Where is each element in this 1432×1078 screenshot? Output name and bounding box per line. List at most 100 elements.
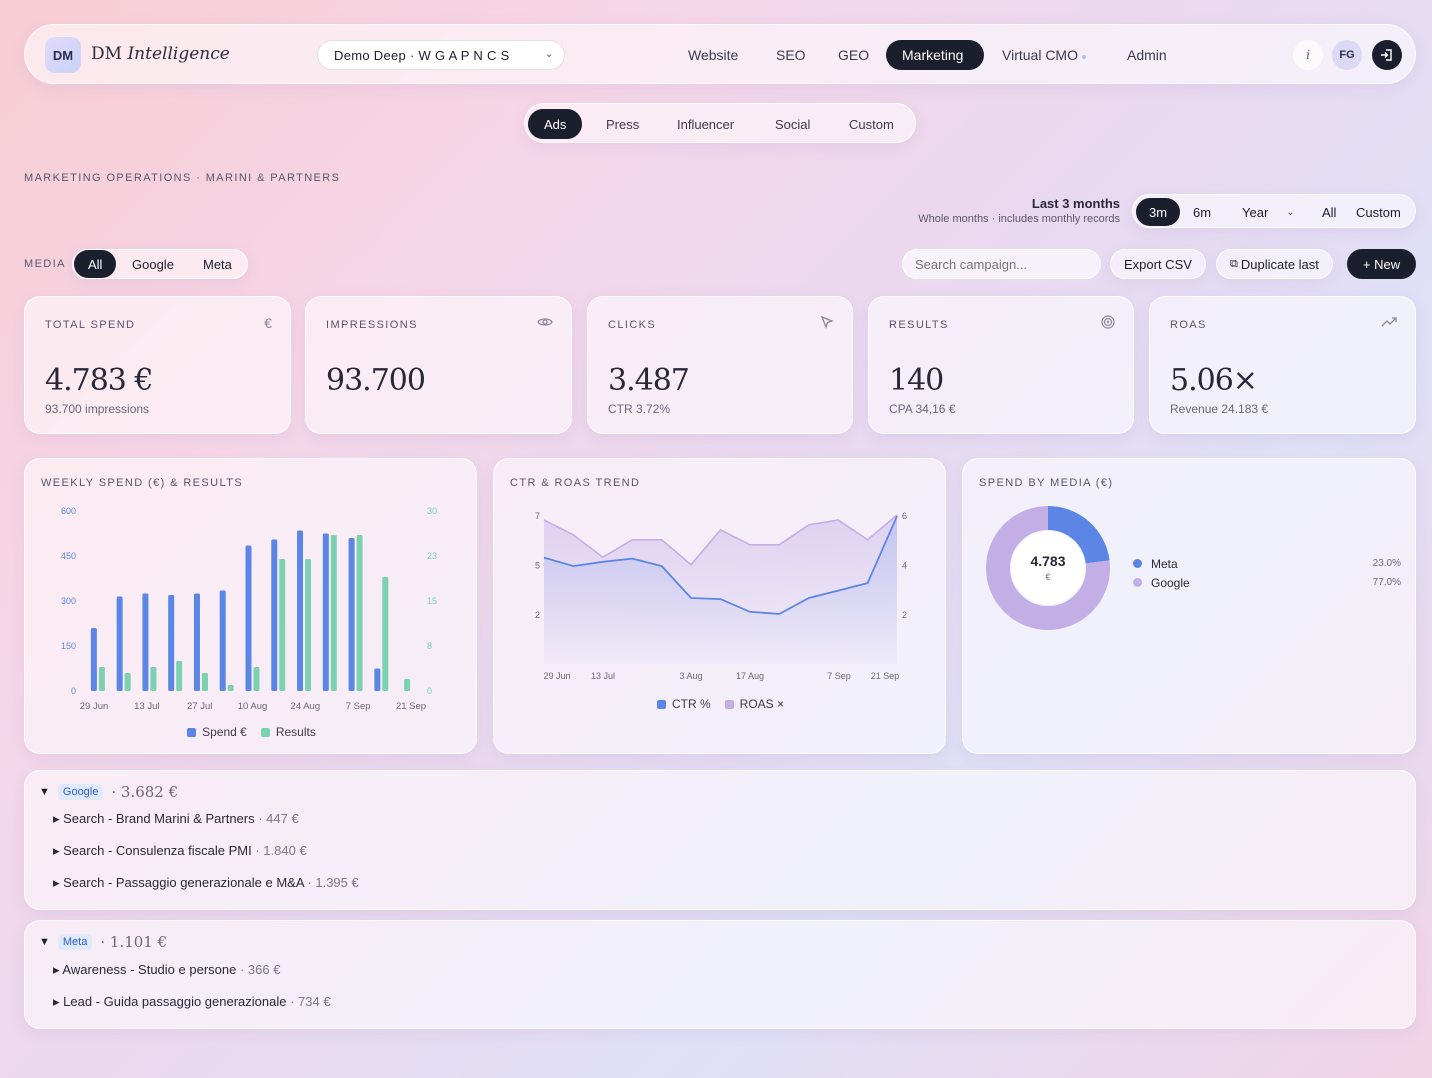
campaign-amount: · 1.840 € [255,843,307,858]
weekly-spend-card: WEEKLY SPEND (€) & RESULTS 600 450 300 150 0… [24,458,477,754]
new-campaign-button[interactable]: + New [1347,249,1416,279]
legend-label: Spend € [202,725,247,739]
duplicate-last-button[interactable]: ⧉ Duplicate last [1216,249,1333,279]
legend-roas: ROAS × [724,697,784,711]
kpi-total-spend: TOTAL SPEND € 4.783 € 93.700 impressions [24,296,291,434]
kpi-sub: 93.700 impressions [45,402,150,416]
client-select[interactable]: Demo Deep · W G A P N C S ⌄ [317,40,565,70]
export-csv-button[interactable]: Export CSV [1110,249,1206,279]
nav-geo[interactable]: GEO [838,47,870,63]
client-select-value: Demo Deep · W G A P N C S [334,48,510,63]
range-summary: Last 3 months Whole months · includes mo… [918,196,1120,225]
campaign-row[interactable]: ▸ Search - Consulenza fiscale PMI · 1.84… [53,843,307,859]
logo-badge[interactable]: DM [45,37,81,73]
kpi-roas: ROAS 5.06× Revenue 24.183 € [1149,296,1416,434]
legend-swatch [656,699,666,709]
donut-slice-google [986,506,1110,630]
copy-icon: ⧉ [1230,257,1238,270]
legend-label: CTR % [671,697,711,711]
x-tick-label: 27 Jul [187,701,212,712]
info-icon[interactable]: i [1293,40,1323,70]
results-bar [176,661,183,691]
campaign-row[interactable]: ▸ Search - Passaggio generazionale e M&A… [53,875,359,891]
nav-seo[interactable]: SEO [776,47,806,63]
spend-bar [322,533,329,691]
caret-down-icon: ▼ [39,786,50,798]
campaign-amount: · 447 € [258,811,299,826]
caret-right-icon: ▸ [53,962,63,977]
roas-line [543,514,898,566]
media-google[interactable]: Google [132,256,174,272]
ctr-roas-chart: 7 5 2 6 4 2 29 Jun 13 Jul 3 Aug 17 Aug 7 Sep 21 Sep [535,511,907,681]
tab-social[interactable]: Social [775,116,811,132]
results-bar [227,685,234,691]
nav-virtual-cmo[interactable]: Virtual CMO [986,40,1102,70]
legend-label: Meta [1151,556,1178,571]
tab-ads[interactable]: Ads [528,109,583,139]
kpi-value: 93.700 [326,363,426,398]
range-3m[interactable]: 3m [1136,198,1181,226]
donut-center-unit: € [1045,572,1051,582]
legend-results: Results [260,725,316,739]
range-6m[interactable]: 6m [1193,204,1212,220]
y-tick-label-right: 6 [902,511,907,521]
y-tick-label-right: 2 [902,610,907,620]
avatar[interactable]: FG [1332,40,1362,70]
media-meta[interactable]: Meta [203,256,232,272]
range-title: Last 3 months [1031,196,1120,211]
nav-website[interactable]: Website [688,47,739,63]
range-year[interactable]: Year ⌄ [1229,198,1308,226]
range-selector: 3m 6m Year ⌄ All Custom [1132,194,1416,228]
campaign-name: Lead - Guida passaggio generazionale [63,994,287,1009]
results-bar [201,673,208,691]
nav-admin[interactable]: Admin [1127,47,1167,63]
media-all[interactable]: All [74,250,117,278]
results-bar [382,577,389,691]
logout-icon[interactable] [1372,40,1402,70]
tab-influencer[interactable]: Influencer [677,116,735,132]
eye-icon [537,315,553,331]
campaign-name: Search - Passaggio generazionale e M&A [63,875,304,890]
kpi-label: TOTAL SPEND [45,319,136,331]
ctr-line [543,515,898,615]
legend-swatch [260,727,270,737]
weekly-spend-chart: 600 450 300 150 0 30 23 15 8 0 29 Jun 13 Jul 27 Jul 1… [61,506,437,712]
campaign-amount: · 734 € [290,994,331,1009]
results-bar [404,679,411,691]
chart-title: SPEND BY MEDIA (€) [979,477,1114,489]
group-total: · 3.682 € [111,783,179,801]
kpi-value: 3.487 [608,363,690,398]
tab-custom[interactable]: Custom [849,116,894,132]
group-header[interactable]: ▼ Meta · 1.101 € [39,933,167,951]
legend-swatch [1133,578,1142,587]
y-tick-label-left: 450 [61,551,76,561]
legend-ctr: CTR % [656,697,711,711]
spend-by-media-donut [986,506,1110,630]
y-tick-label-right: 15 [427,596,437,606]
range-custom[interactable]: Custom [1356,204,1401,220]
campaign-row[interactable]: ▸ Search - Brand Marini & Partners · 447… [53,811,299,827]
search-input[interactable] [902,249,1101,279]
tab-press[interactable]: Press [606,116,640,132]
results-bar [150,667,157,691]
media-label: MEDIA [24,258,66,270]
range-all[interactable]: All [1322,204,1337,220]
spend-bar [271,539,278,691]
y-tick-label-left: 300 [61,596,76,606]
legend-percent: 23.0% [1372,558,1401,569]
results-bar [124,673,131,691]
group-header[interactable]: ▼ Google · 3.682 € [39,783,178,801]
nav-marketing[interactable]: Marketing [886,40,984,70]
results-bar [356,535,363,691]
ctr-roas-card: CTR & ROAS TREND 7 5 2 6 4 2 29 Jun 13 Jul 3 Aug… [493,458,946,754]
kpi-value: 4.783 € [45,363,154,398]
campaign-row[interactable]: ▸ Lead - Guida passaggio generazionale ·… [53,994,331,1010]
legend-spend: Spend € [187,725,247,739]
new-dot-icon [1081,54,1086,59]
media-badge: Meta [57,934,93,950]
spend-bar [297,530,304,691]
campaign-row[interactable]: ▸ Awareness - Studio e persone · 366 € [53,962,280,978]
kpi-sub: Revenue 24.183 € [1170,402,1269,416]
y-tick-label-right: 4 [902,561,907,571]
kpi-clicks: CLICKS 3.487 CTR 3.72% [587,296,853,434]
